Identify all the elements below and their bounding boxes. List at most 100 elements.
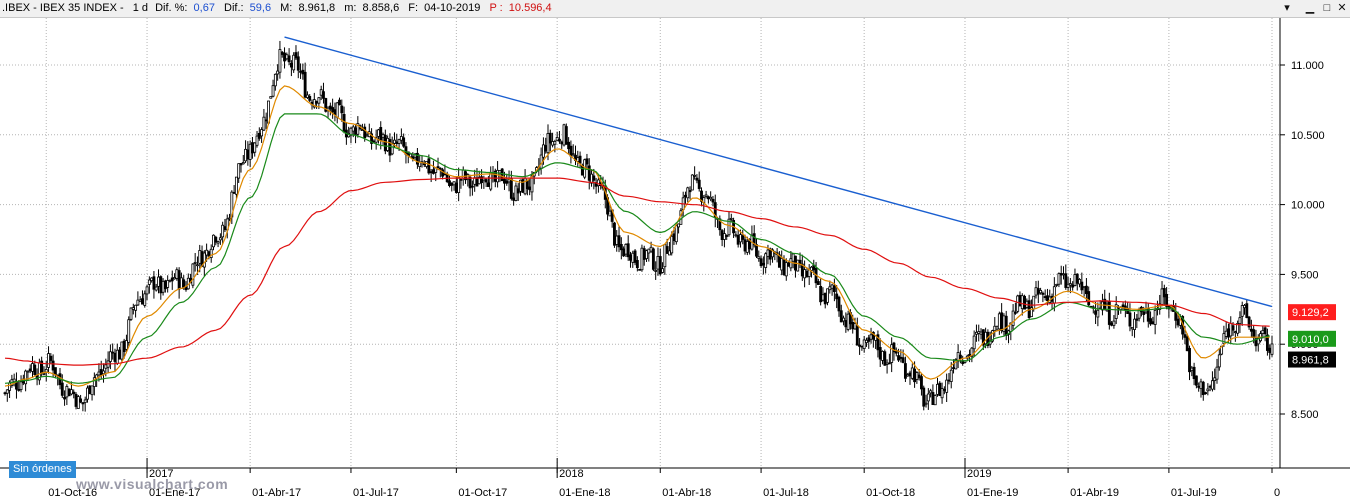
orders-badge[interactable]: Sin órdenes (9, 461, 76, 478)
candle-body (152, 276, 156, 290)
candle-body (251, 142, 254, 154)
y-tick-label: 11.000 (1291, 60, 1324, 72)
candle-body (972, 335, 976, 350)
candle-body (903, 363, 907, 379)
candle-body (322, 91, 325, 99)
candle-body (1265, 334, 1269, 351)
candle-body (120, 341, 124, 360)
candle-body (816, 281, 820, 285)
candle-body (819, 285, 823, 303)
candle-body (28, 368, 32, 372)
candle-body (331, 107, 335, 113)
candle-body (1071, 284, 1075, 288)
candle-body (931, 392, 935, 405)
candle-body (475, 177, 479, 187)
candle-body (1176, 318, 1180, 326)
candle-body (940, 388, 944, 399)
candle-body (970, 347, 974, 357)
candle-body (207, 251, 211, 257)
candle-body (897, 355, 900, 361)
candle-body (622, 248, 626, 257)
candle-body (640, 247, 644, 271)
candle-body (335, 102, 339, 118)
candle-body (1142, 311, 1146, 315)
candle-body (631, 252, 635, 263)
candle-body (399, 136, 403, 141)
candle-body (237, 163, 241, 179)
candle-body (658, 256, 662, 275)
last-value-label: 9.010,0 (1292, 334, 1329, 346)
candle-body (328, 105, 332, 110)
candle-body (562, 124, 566, 146)
candle-body (257, 133, 261, 139)
candle-body (141, 298, 144, 305)
x-tick-label: 01-Jul-19 (1171, 487, 1217, 499)
candle-body (232, 192, 236, 194)
minimize-icon[interactable]: ▁ (1305, 2, 1315, 14)
chart-menu-icon[interactable]: ▾ (1284, 2, 1290, 14)
candle-body (127, 319, 131, 343)
candle-body (890, 344, 894, 363)
candle-body (319, 89, 323, 96)
candle-body (1057, 273, 1061, 285)
candle-body (619, 243, 623, 251)
last-value-badge (1288, 304, 1336, 321)
candle-body (885, 362, 889, 365)
candle-body (647, 248, 651, 254)
candle-body (1268, 347, 1272, 353)
candle-body (1082, 286, 1086, 289)
candle-body (166, 280, 170, 288)
candle-body (672, 233, 676, 242)
candle-body (835, 293, 839, 300)
x-tick-label: 01-Jul-17 (353, 487, 399, 499)
candle-body (743, 239, 747, 252)
candle-body (260, 129, 264, 137)
candle-body (551, 141, 555, 146)
candle-body (764, 253, 768, 268)
candle-body (757, 256, 761, 259)
y-tick-label: 10.500 (1291, 130, 1325, 142)
close-icon[interactable]: ✕ (1337, 2, 1347, 14)
candle-body (63, 396, 67, 400)
candle-body (1055, 283, 1059, 286)
candle-body (86, 387, 89, 400)
candle-body (221, 224, 225, 238)
candle-body (665, 246, 669, 254)
candle-body (1192, 366, 1196, 380)
plot-background (0, 18, 1280, 468)
candle-body (1158, 303, 1162, 310)
candle-body (784, 262, 788, 277)
candle-body (945, 379, 949, 393)
candle-body (83, 399, 87, 403)
trendline-layer[interactable] (284, 36, 1273, 308)
candle-body (102, 370, 105, 375)
candle-body (782, 259, 786, 276)
candle-body (759, 258, 763, 267)
x-axis[interactable]: 01-Oct-16 01-Ene-17 01-Abr-17 01-Jul-17 01-O… (45, 458, 1280, 499)
candle-body (1078, 279, 1081, 285)
candle-body (193, 261, 197, 264)
candle-body (296, 56, 300, 71)
candle-body (906, 374, 910, 377)
candle-body (1013, 311, 1017, 314)
candle-body (878, 347, 882, 360)
candle-body (587, 165, 591, 181)
candle-body (1263, 327, 1267, 335)
y-tick-label: 10.000 (1291, 200, 1325, 212)
candle-body (844, 320, 848, 328)
candle-body (457, 176, 461, 193)
candle-body (558, 138, 561, 142)
candle-body (422, 163, 426, 166)
candle-body (1052, 286, 1056, 304)
candle-body (436, 166, 440, 169)
candle-body (1128, 312, 1132, 327)
candle-body (1190, 367, 1194, 372)
candle-body (663, 244, 667, 268)
candle-body (1011, 310, 1015, 326)
candle-body (138, 299, 142, 303)
candle-body (553, 141, 557, 145)
candle-body (528, 186, 532, 191)
maximize-icon[interactable]: □ (1323, 2, 1331, 14)
